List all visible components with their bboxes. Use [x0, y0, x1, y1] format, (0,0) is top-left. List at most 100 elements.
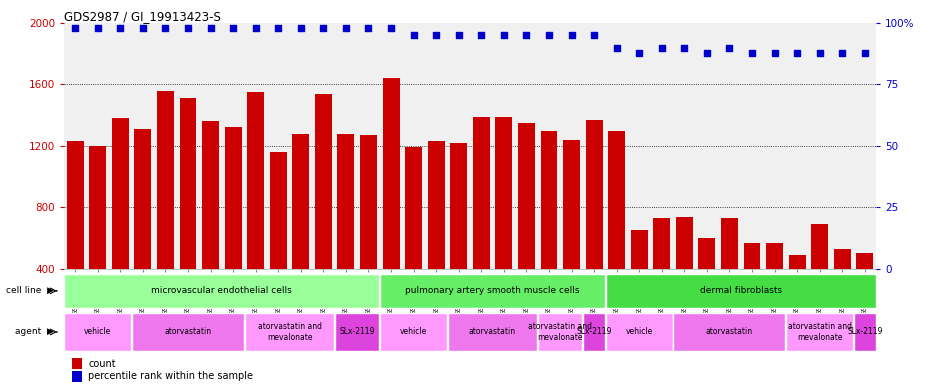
- Point: [90, 25, 105, 31]
- Point: [158, 25, 173, 31]
- Bar: [67, 141, 84, 330]
- Bar: [605, 274, 876, 308]
- Text: GDS2987 / GI_19913423-S: GDS2987 / GI_19913423-S: [64, 10, 221, 23]
- Text: SLx-2119: SLx-2119: [339, 328, 375, 336]
- Bar: [247, 92, 264, 330]
- Point: [135, 25, 150, 31]
- Text: vehicle: vehicle: [400, 328, 427, 336]
- Text: dermal fibroblasts: dermal fibroblasts: [699, 286, 782, 295]
- Text: atorvastatin: atorvastatin: [164, 328, 212, 336]
- Point: [812, 50, 827, 56]
- Point: [451, 32, 466, 38]
- Bar: [673, 313, 786, 351]
- Bar: [180, 98, 196, 330]
- Bar: [360, 135, 377, 330]
- Bar: [134, 129, 151, 330]
- Point: [226, 25, 241, 31]
- Point: [699, 50, 714, 56]
- Bar: [72, 358, 82, 369]
- Point: [361, 25, 376, 31]
- Point: [519, 32, 534, 38]
- Point: [496, 32, 511, 38]
- Bar: [538, 313, 583, 351]
- Point: [609, 45, 624, 51]
- Point: [406, 32, 421, 38]
- Point: [654, 45, 669, 51]
- Bar: [315, 94, 332, 330]
- Bar: [608, 131, 625, 330]
- Text: vehicle: vehicle: [626, 328, 652, 336]
- Bar: [586, 120, 603, 330]
- Bar: [380, 274, 605, 308]
- Bar: [631, 230, 648, 330]
- Bar: [698, 238, 715, 330]
- Bar: [518, 123, 535, 330]
- Bar: [583, 313, 605, 351]
- Text: atorvastatin and
mevalonate: atorvastatin and mevalonate: [528, 322, 592, 342]
- Bar: [856, 253, 873, 330]
- Point: [68, 25, 83, 31]
- Bar: [270, 152, 287, 330]
- Bar: [112, 118, 129, 330]
- Bar: [157, 91, 174, 330]
- Bar: [428, 141, 445, 330]
- Point: [338, 25, 353, 31]
- Text: microvascular endothelial cells: microvascular endothelial cells: [151, 286, 292, 295]
- Point: [474, 32, 489, 38]
- Text: vehicle: vehicle: [85, 328, 111, 336]
- Bar: [225, 127, 242, 330]
- Point: [203, 25, 218, 31]
- Bar: [563, 140, 580, 330]
- Bar: [540, 131, 557, 330]
- Text: SLx-2119: SLx-2119: [847, 328, 883, 336]
- Bar: [405, 147, 422, 330]
- Bar: [72, 371, 82, 382]
- Bar: [244, 313, 335, 351]
- Point: [541, 32, 556, 38]
- Point: [677, 45, 692, 51]
- Point: [271, 25, 286, 31]
- Text: atorvastatin: atorvastatin: [469, 328, 516, 336]
- Bar: [605, 313, 673, 351]
- Point: [429, 32, 444, 38]
- Bar: [447, 313, 538, 351]
- Bar: [132, 313, 244, 351]
- Text: atorvastatin and
mevalonate: atorvastatin and mevalonate: [788, 322, 852, 342]
- Bar: [380, 313, 447, 351]
- Point: [857, 50, 872, 56]
- Text: agent  ▶: agent ▶: [15, 328, 55, 336]
- Point: [835, 50, 850, 56]
- Bar: [64, 274, 380, 308]
- Text: atorvastatin and
mevalonate: atorvastatin and mevalonate: [258, 322, 321, 342]
- Text: percentile rank within the sample: percentile rank within the sample: [88, 371, 253, 381]
- Text: cell line  ▶: cell line ▶: [7, 286, 55, 295]
- Bar: [335, 313, 380, 351]
- Point: [722, 45, 737, 51]
- Point: [180, 25, 196, 31]
- Text: pulmonary artery smooth muscle cells: pulmonary artery smooth muscle cells: [405, 286, 580, 295]
- Point: [248, 25, 263, 31]
- Point: [564, 32, 579, 38]
- Bar: [721, 218, 738, 330]
- Bar: [450, 143, 467, 330]
- Bar: [653, 218, 670, 330]
- Point: [113, 25, 128, 31]
- Bar: [337, 134, 354, 330]
- Bar: [202, 121, 219, 330]
- Text: SLx-2119: SLx-2119: [576, 328, 612, 336]
- Bar: [786, 313, 854, 351]
- Bar: [495, 117, 512, 330]
- Point: [767, 50, 782, 56]
- Bar: [89, 146, 106, 330]
- Text: atorvastatin: atorvastatin: [706, 328, 753, 336]
- Bar: [811, 224, 828, 330]
- Point: [293, 25, 308, 31]
- Point: [587, 32, 602, 38]
- Bar: [383, 78, 400, 330]
- Bar: [292, 134, 309, 330]
- Point: [790, 50, 805, 56]
- Bar: [64, 313, 132, 351]
- Bar: [854, 313, 876, 351]
- Bar: [766, 243, 783, 330]
- Bar: [676, 217, 693, 330]
